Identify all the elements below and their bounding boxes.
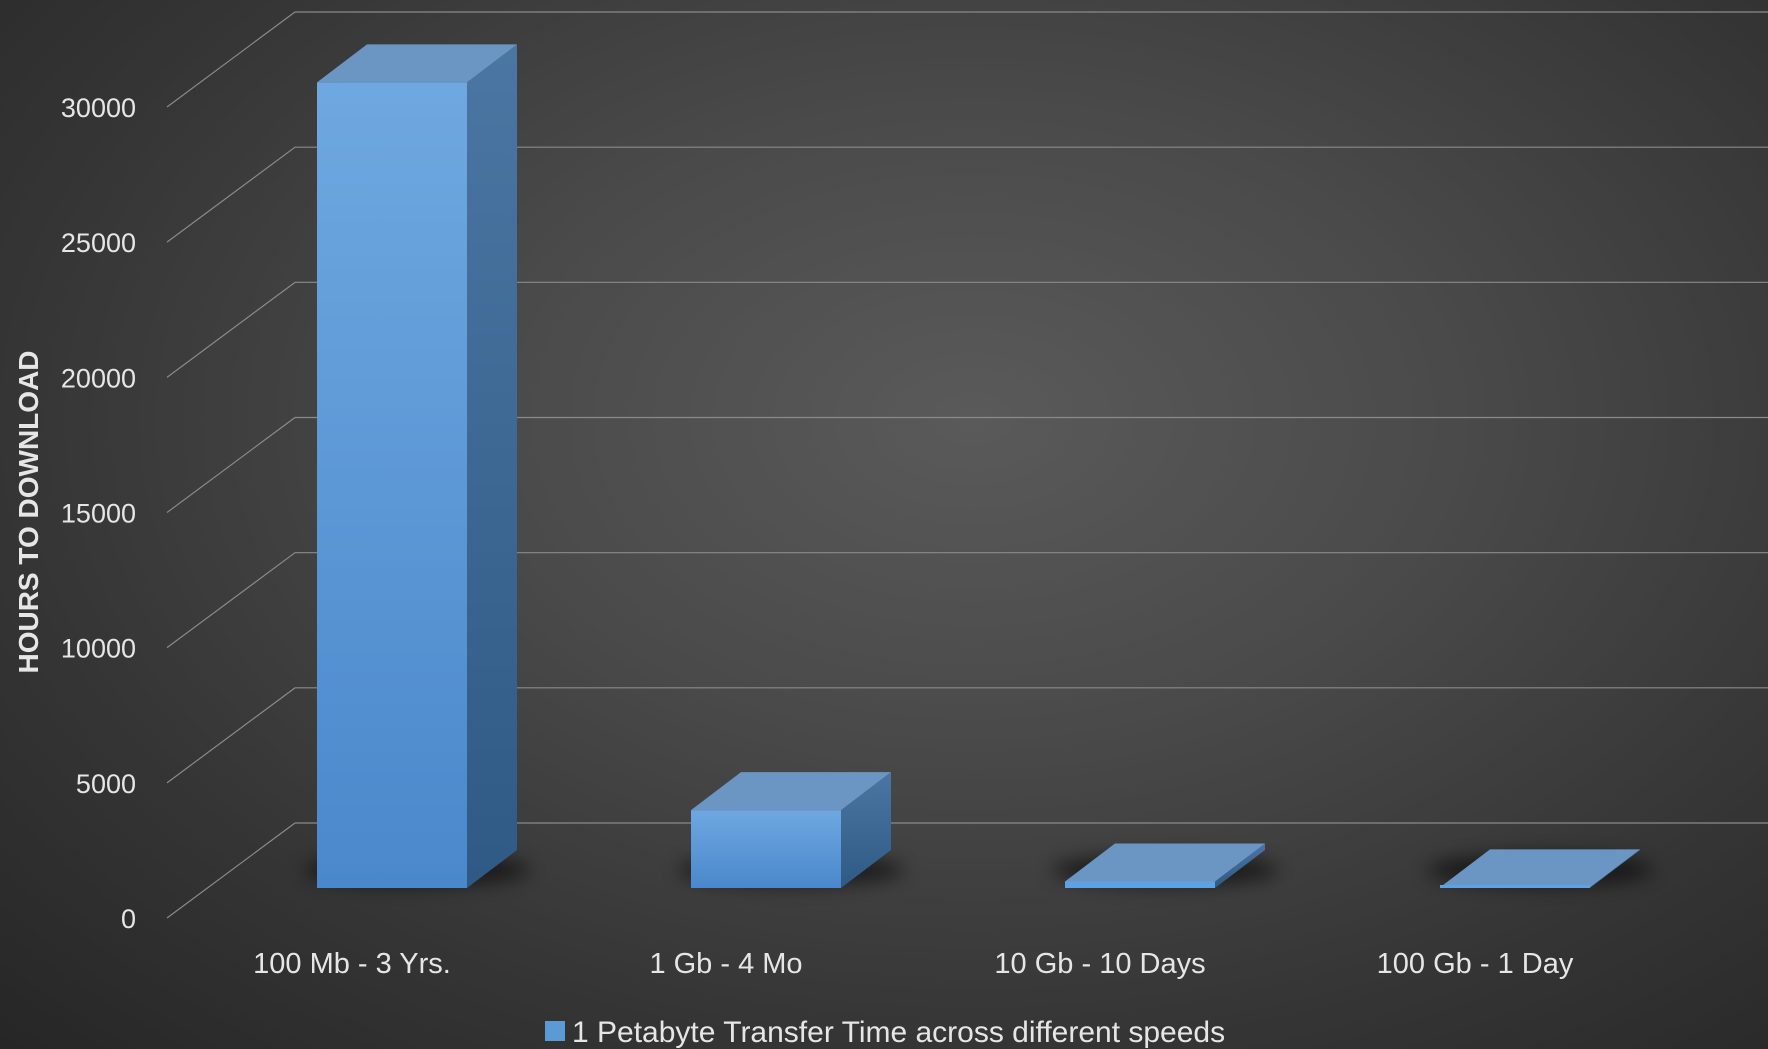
bar-front-edge	[1440, 885, 1590, 888]
y-axis-ticks: 0 5000 10000 15000 20000 25000 30000	[61, 93, 136, 934]
bar	[1052, 843, 1278, 888]
gridline	[166, 416, 1768, 513]
gridline	[166, 11, 1768, 108]
legend-label: 1 Petabyte Transfer Time across differen…	[572, 1016, 1225, 1049]
x-category-label: 10 Gb - 10 Days	[994, 948, 1205, 980]
bar-top	[317, 44, 517, 83]
x-axis-categories: 100 Mb - 3 Yrs. 1 Gb - 4 Mo 10 Gb - 10 Day…	[253, 948, 1574, 980]
bar-side	[1590, 849, 1640, 888]
y-tick-label: 30000	[61, 93, 136, 123]
bar-front	[317, 82, 467, 888]
y-tick-label: 0	[121, 904, 136, 934]
bar	[1427, 849, 1653, 888]
gridline	[166, 822, 1768, 919]
bar-top	[691, 772, 891, 811]
bar	[304, 44, 530, 888]
bar-front-edge	[1065, 881, 1215, 888]
y-tick-label: 25000	[61, 228, 136, 258]
bar-side	[1215, 843, 1265, 888]
grid-lines	[166, 11, 1768, 919]
bar-top	[1440, 849, 1640, 888]
x-category-label: 100 Mb - 3 Yrs.	[253, 948, 451, 980]
bar-side	[841, 772, 891, 888]
bars	[304, 44, 1653, 888]
gridline	[166, 687, 1768, 784]
legend: 1 Petabyte Transfer Time across differen…	[545, 1016, 1225, 1049]
y-tick-label: 5000	[76, 769, 136, 799]
bar-side	[467, 44, 517, 888]
legend-swatch	[545, 1021, 565, 1041]
gridline	[166, 552, 1768, 649]
bar-top	[1065, 843, 1265, 882]
gridline	[166, 146, 1768, 243]
bar-front	[691, 810, 841, 888]
gridline	[166, 281, 1768, 378]
y-tick-label: 15000	[61, 499, 136, 529]
y-tick-label: 10000	[61, 634, 136, 664]
x-category-label: 100 Gb - 1 Day	[1377, 948, 1574, 980]
bar	[678, 772, 904, 888]
y-tick-label: 20000	[61, 363, 136, 393]
y-axis-title: HOURS TO DOWNLOAD	[13, 350, 44, 673]
x-category-label: 1 Gb - 4 Mo	[649, 948, 802, 980]
